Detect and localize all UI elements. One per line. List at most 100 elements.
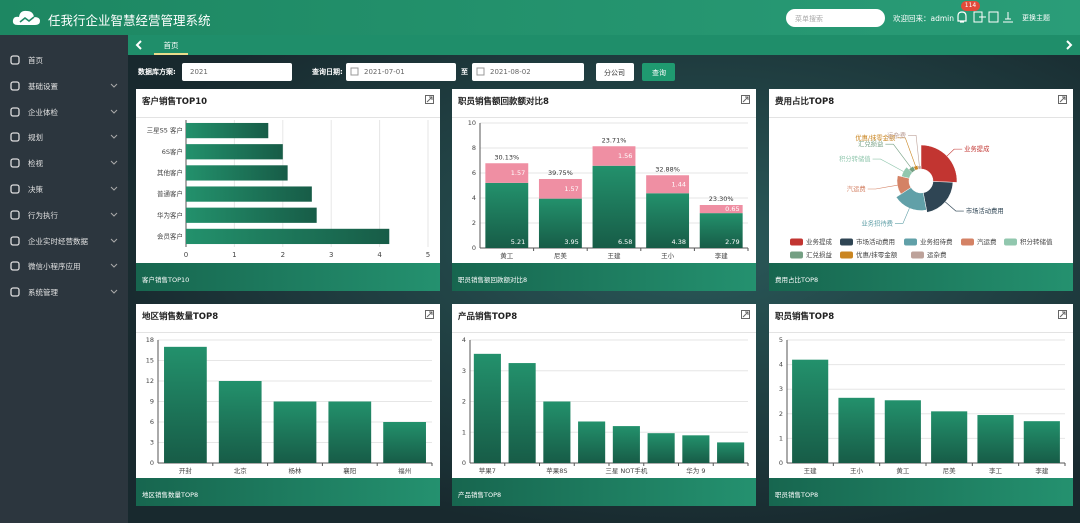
data-label: 6.58 xyxy=(618,238,632,246)
legend-label: 业务招待费 xyxy=(920,237,953,246)
chevron-shape xyxy=(110,264,118,269)
chart: 0 2 4 6 8 10 黄工 5.21 1.57 30.13% 尼美 3.95 1.57 39.75% 王… xyxy=(468,119,749,260)
expand-icon[interactable] xyxy=(741,95,750,104)
data-label: 3.95 xyxy=(564,238,578,246)
menu-item[interactable]: 规划 xyxy=(0,127,128,147)
expand-icon[interactable] xyxy=(1058,310,1067,319)
pie-slice xyxy=(920,144,958,183)
chevron xyxy=(110,264,118,269)
x-tick-label: 襄阳 xyxy=(343,466,356,475)
menu-item[interactable]: 决策 xyxy=(0,179,128,199)
search-box[interactable]: 菜单搜索 xyxy=(786,9,885,27)
menu-item[interactable]: 行为执行 xyxy=(0,205,128,225)
ratio-label: 23.30% xyxy=(709,195,734,203)
x-tick-label: 李建 xyxy=(715,251,729,260)
bar xyxy=(543,401,571,463)
legend-label: 汽运费 xyxy=(977,237,997,246)
expand-icon[interactable] xyxy=(425,95,434,104)
icon-shape xyxy=(426,96,433,103)
chart-panel: 职员销售TOP8 职员销售TOP8 0 1 2 3 4 5 王建 王小 黄工 尼美 李工 李建 xyxy=(769,304,1073,506)
expand-icon[interactable] xyxy=(425,310,434,319)
chart: 0 3 6 9 12 15 18 开封 北京 杨林 襄阳 福州 xyxy=(146,336,433,475)
header-icons[interactable] xyxy=(955,10,1015,24)
y-tick-label: 2 xyxy=(779,410,783,418)
menu-item[interactable]: 检视 xyxy=(0,153,128,173)
ratio-label: 30.13% xyxy=(494,153,519,161)
bar-segment xyxy=(538,179,582,199)
query-button[interactable]: 查询 xyxy=(642,63,675,81)
sidebar: 首页基础设置企业体检规划检视决策行为执行企业实时经营数据微信小程序应用 系统管理 xyxy=(0,35,128,523)
scheme-select[interactable]: 2021 xyxy=(182,63,292,81)
menu-item[interactable]: 微信小程序应用 xyxy=(0,256,128,276)
menu-item[interactable]: 企业体检 xyxy=(0,102,128,122)
menu-text: 首页 xyxy=(28,56,43,65)
x-tick-label: 黄工 xyxy=(500,251,514,260)
chart: 0 1 2 3 4 苹果7 苹果8S 三星 NOT手机 华为 9 xyxy=(462,336,749,475)
welcome: 欢迎回来：admin xyxy=(893,14,954,23)
y-tick-label: 0 xyxy=(462,459,466,467)
data-label: 0.65 xyxy=(725,205,739,213)
bar xyxy=(186,122,269,139)
chart-panel: 产品销售TOP8 产品销售TOP8 0 1 2 3 4 苹果7 苹果8S 三星 NOT手机 华为 9 xyxy=(452,304,756,506)
menu-item[interactable]: 企业实时经营数据 xyxy=(0,231,128,251)
theme-button[interactable]: 更换主题 xyxy=(1022,14,1050,22)
icon-shape xyxy=(426,311,433,318)
chevron xyxy=(110,160,118,165)
chevron-shape xyxy=(110,109,118,114)
y-tick-label: 会员客户 xyxy=(157,231,183,240)
chevron-shape xyxy=(110,135,118,140)
icon-shape xyxy=(10,106,20,117)
y-tick-label: 3 xyxy=(150,439,154,447)
x-tick-label: 苹果7 xyxy=(479,466,496,475)
menu-item[interactable]: 首页 xyxy=(0,50,128,70)
menu-icon xyxy=(10,287,20,297)
menu-text: 企业实时经营数据 xyxy=(28,236,88,246)
legend-swatch xyxy=(1004,238,1017,246)
bar-segment xyxy=(646,175,690,194)
slice-label: 运杂费 xyxy=(887,130,906,139)
panel-footer: 费用占比TOP8 xyxy=(769,263,1073,291)
menu-icon xyxy=(10,132,20,143)
legend-label: 汇兑损益 xyxy=(806,250,833,259)
bar xyxy=(186,144,283,160)
calendar-icons xyxy=(350,67,485,76)
tab[interactable]: 首页 xyxy=(154,35,188,55)
x-tick-label: 杨林 xyxy=(289,466,303,475)
leader-line xyxy=(908,134,920,166)
panel-title: 地区销售数量TOP8 xyxy=(136,304,440,333)
bar-segment xyxy=(538,198,582,248)
bar-segment xyxy=(646,193,690,248)
chevron xyxy=(110,135,118,140)
tab-prev[interactable] xyxy=(134,39,144,51)
legend-label: 优惠/抹零金额 xyxy=(856,250,898,259)
icon-shape xyxy=(10,132,20,143)
date-to[interactable]: 2021-08-02 xyxy=(472,63,584,81)
x-tick-label: 三星 NOT手机 xyxy=(605,466,648,475)
icon-shape xyxy=(10,287,20,297)
menu-text: 检视 xyxy=(28,159,43,169)
badge: 114 xyxy=(961,1,980,11)
x-tick-label: 0 xyxy=(184,251,188,259)
x-tick-label: 2 xyxy=(281,251,285,259)
filter-label: 查询日期: xyxy=(312,68,343,76)
expand-icon[interactable] xyxy=(741,310,750,319)
x-tick-label: 5 xyxy=(426,251,430,259)
panel-title: 职员销售额回款额对比8 xyxy=(452,89,756,118)
chart: 0 1 2 3 4 5 会员客户 华为客户 普通客户 其他客户 6S客户 三星S5 客户 xyxy=(147,120,430,259)
icon-shape xyxy=(10,261,20,272)
panel-footer: 职员销售额回款额对比8 xyxy=(452,263,756,291)
x-tick-label: 尼美 xyxy=(554,251,568,260)
legend-swatch xyxy=(790,238,803,246)
branch-button[interactable]: 分公司 xyxy=(596,63,634,81)
bar xyxy=(186,165,288,181)
menu-item[interactable]: 基础设置 xyxy=(0,76,128,96)
menu-item[interactable]: 系统管理 xyxy=(0,282,128,302)
date-from[interactable]: 2021-07-01 xyxy=(346,63,456,81)
y-tick-label: 4 xyxy=(462,336,466,344)
chart-panel: 费用占比TOP8 费用占比TOP8 业务提成 市场活动费用 业务招待费 汽运费 积分转储值汇… xyxy=(769,89,1073,291)
logo xyxy=(12,10,40,25)
slice-label: 业务提成 xyxy=(964,144,990,153)
expand-icon[interactable] xyxy=(1058,95,1067,104)
tab-next[interactable] xyxy=(1064,39,1074,51)
menu-icon xyxy=(10,106,20,117)
